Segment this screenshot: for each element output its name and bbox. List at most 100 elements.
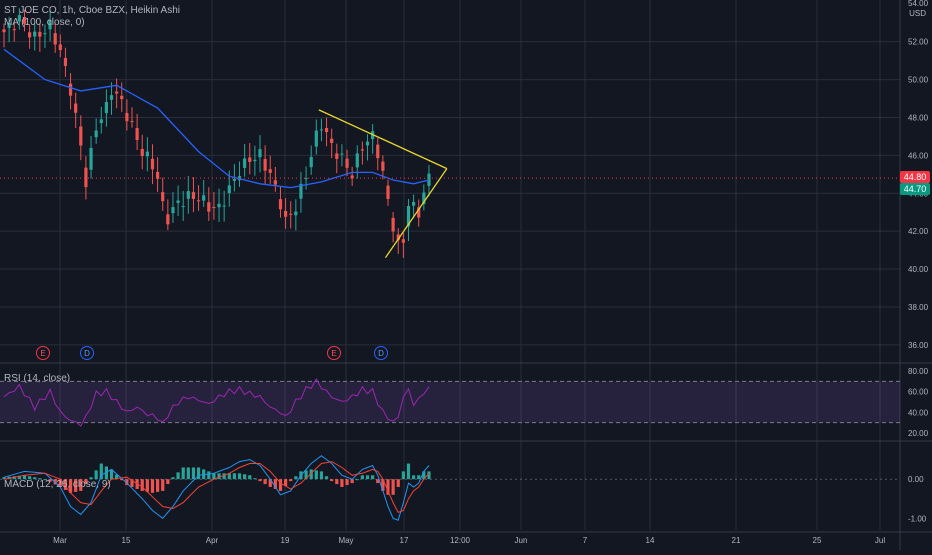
macd-histogram-bar-up: [319, 471, 324, 480]
candle-down: [28, 32, 32, 38]
macd-histogram-bar-up: [28, 476, 32, 480]
candle-up: [94, 130, 98, 138]
macd-line: [3, 455, 430, 521]
candle-down: [273, 180, 277, 185]
candle-down: [115, 91, 119, 94]
macd-histogram-bar-down: [340, 479, 344, 487]
candle-down: [191, 192, 196, 199]
candle-down: [58, 44, 62, 51]
time-axis-label: Apr: [206, 536, 219, 545]
candle-down: [335, 153, 339, 159]
macd-histogram-bar-up: [171, 477, 175, 480]
time-axis-label: 21: [732, 536, 741, 545]
macd-histogram-bar-down: [140, 479, 144, 491]
candle-up: [222, 205, 226, 207]
macd-histogram-bar-down: [386, 479, 390, 495]
macd-histogram-bar-up: [360, 475, 364, 480]
time-axis-label: 25: [813, 536, 822, 545]
earnings-event-icon[interactable]: E: [327, 346, 341, 360]
earnings-event-icon[interactable]: E: [36, 346, 50, 360]
price-axis-label: 52.00: [908, 38, 929, 47]
macd-histogram-bar-down: [161, 479, 165, 491]
candle-down: [140, 148, 144, 157]
macd-histogram-bar-down: [79, 479, 83, 491]
macd-histogram-bar-down: [125, 479, 129, 486]
candle-down: [84, 167, 88, 188]
macd-histogram-bar-up: [22, 475, 27, 480]
candle-up: [319, 129, 324, 131]
dividend-event-icon[interactable]: D: [374, 346, 388, 360]
time-axis-label: Jul: [875, 536, 885, 545]
candle-down: [350, 175, 354, 179]
macd-histogram-bar-up: [2, 477, 6, 480]
macd-histogram-bar-up: [12, 476, 16, 480]
macd-histogram-bar-up: [115, 474, 119, 480]
ma-100-line: [3, 48, 430, 189]
macd-histogram-bar-up: [243, 474, 247, 480]
candle-down: [38, 31, 42, 37]
macd-histogram-bar-down: [58, 479, 62, 487]
macd-histogram-bar-up: [33, 477, 37, 480]
macd-histogram-bar-down: [130, 479, 134, 487]
macd-histogram-bar-down: [156, 479, 160, 492]
macd-histogram-bar-up: [314, 470, 318, 480]
candle-down: [166, 214, 170, 225]
macd-histogram-bar-down: [345, 479, 349, 486]
candle-down: [12, 29, 16, 31]
macd-histogram-bar-up: [248, 475, 252, 480]
macd-histogram-bar-up: [191, 467, 196, 480]
macd-histogram-bar-up: [186, 467, 190, 480]
macd-axis-label: -1.00: [908, 514, 927, 523]
trendline: [318, 109, 448, 170]
candle-down: [68, 83, 73, 96]
candle-up: [406, 205, 411, 227]
price-axis-label: 36.00: [908, 341, 929, 350]
candle-up: [171, 207, 175, 214]
candle-down: [79, 126, 83, 146]
macd-histogram-bar-up: [412, 475, 416, 480]
candle-up: [48, 20, 52, 30]
candle-up: [412, 201, 416, 206]
price-axis-label: 40.00: [908, 265, 929, 274]
candle-down: [2, 29, 6, 33]
macd-histogram-bar-down: [74, 479, 78, 492]
candle-up: [299, 183, 303, 199]
macd-histogram-bar-up: [99, 463, 103, 480]
macd-histogram-bar-up: [207, 471, 211, 480]
macd-histogram-bar-up: [109, 469, 114, 480]
macd-histogram-bar-down: [376, 479, 380, 484]
candle-up: [232, 178, 236, 181]
rsi-band: [0, 381, 900, 423]
macd-histogram-bar-down: [350, 479, 354, 484]
candle-up: [186, 191, 190, 199]
candle-up: [314, 130, 318, 147]
macd-histogram-bar-down: [84, 479, 88, 485]
time-axis-label: Jun: [515, 536, 528, 545]
candle-down: [360, 149, 364, 151]
rsi-axis-label: 40.00: [908, 408, 929, 417]
price-axis-label: 46.00: [908, 151, 929, 160]
macd-histogram-bar-up: [181, 467, 185, 480]
price-axis-label: 50.00: [908, 76, 929, 85]
price-axis-label: 48.00: [908, 113, 929, 122]
time-axis-label: 17: [400, 536, 409, 545]
currency-label: USD: [909, 9, 926, 18]
macd-histogram-bar-down: [48, 479, 52, 482]
price-axis-label: 54.00: [908, 0, 929, 8]
dividend-event-icon[interactable]: D: [80, 346, 94, 360]
macd-histogram-bar-up: [253, 478, 257, 480]
candle-down: [386, 185, 390, 199]
macd-legend: MACD (12, 26, close, 9): [4, 479, 111, 490]
time-axis-label: 15: [122, 536, 131, 545]
candle-down: [284, 210, 288, 217]
macd-histogram-bar-up: [17, 475, 21, 480]
macd-histogram-bar-down: [268, 479, 272, 487]
candle-down: [324, 127, 329, 133]
macd-histogram-bar-up: [422, 471, 426, 480]
candle-up: [309, 156, 313, 168]
candle-down: [135, 127, 139, 140]
rsi-legend: RSI (14, close): [4, 373, 71, 384]
candle-down: [207, 202, 211, 212]
